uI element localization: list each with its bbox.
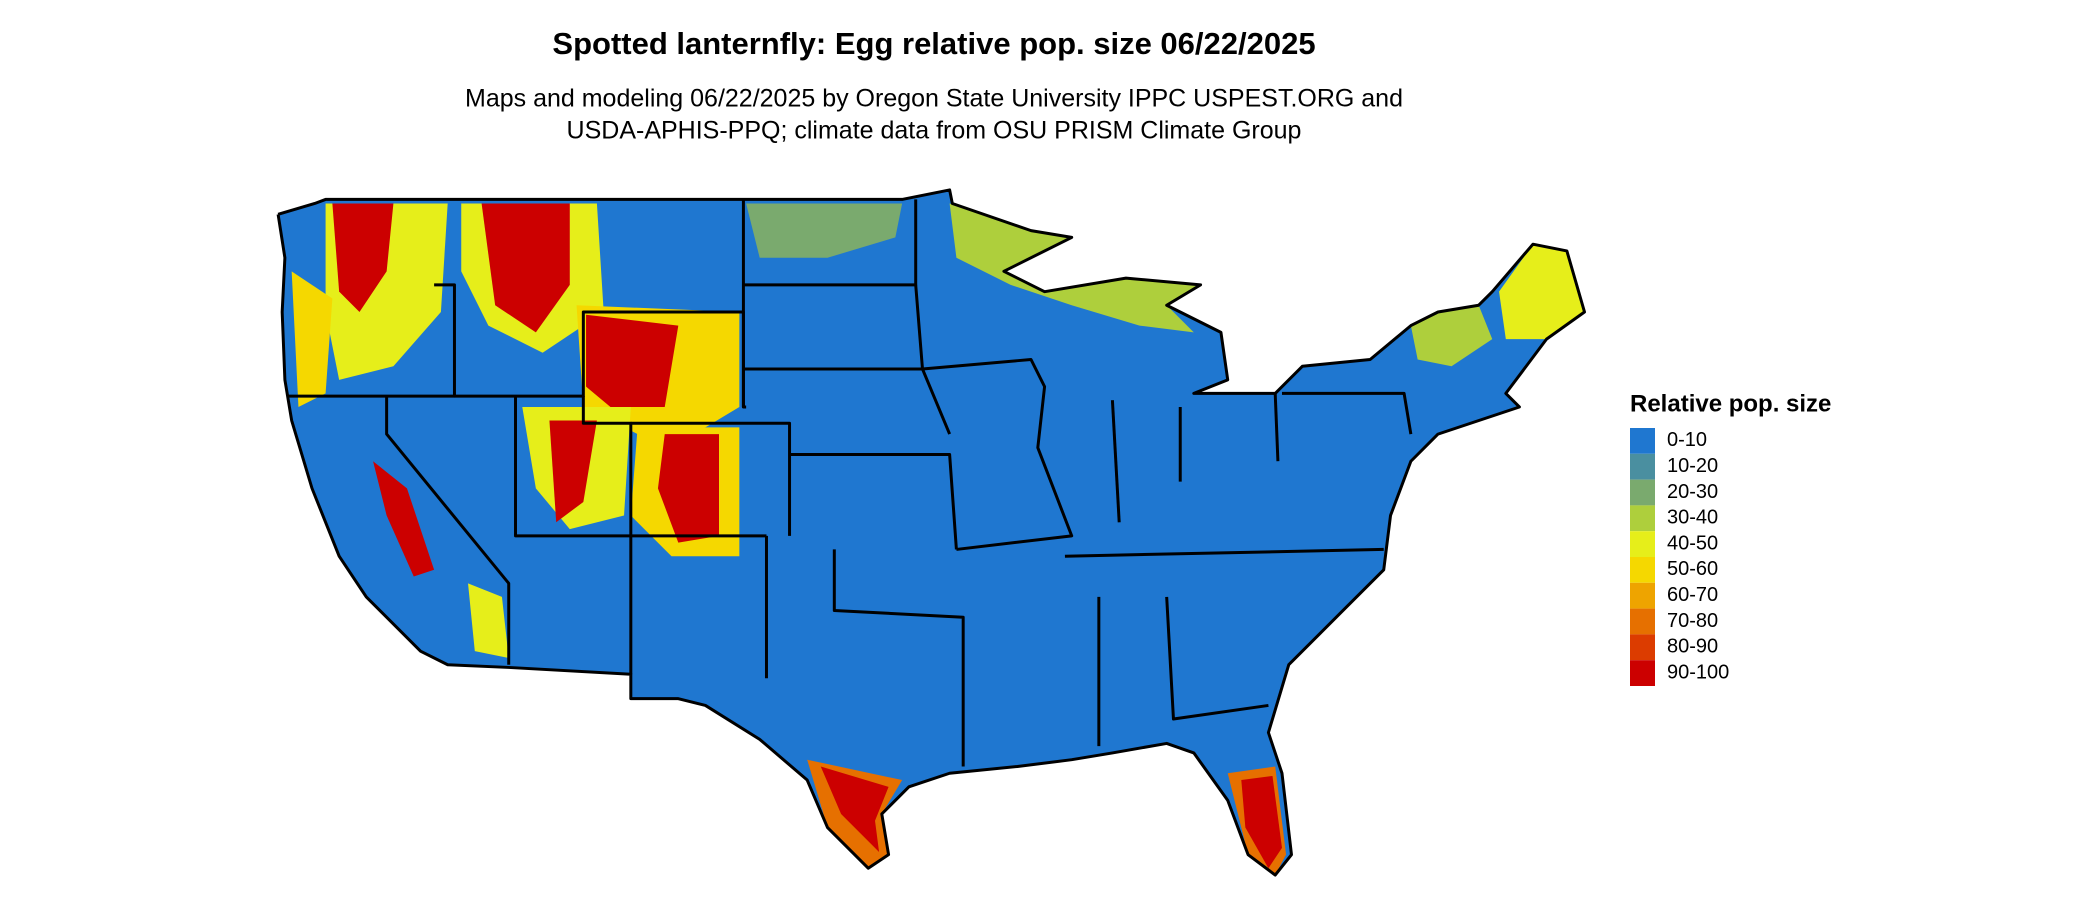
legend-swatch [1630, 505, 1655, 532]
legend-swatch [1630, 453, 1655, 480]
subtitle: Maps and modeling 06/22/2025 by Oregon S… [465, 85, 1403, 113]
legend-swatch [1630, 582, 1655, 609]
legend-swatch [1630, 531, 1655, 557]
us-map [276, 188, 1587, 877]
title: Spotted lanternfly: Egg relative pop. si… [552, 26, 1315, 61]
legend-swatch [1630, 557, 1655, 583]
legend-label: 40-50 [1667, 532, 1718, 554]
legend-label: 50-60 [1667, 558, 1718, 580]
subtitle: USDA-APHIS-PPQ; climate data from OSU PR… [567, 117, 1302, 145]
legend-swatch [1630, 428, 1655, 454]
legend-label: 70-80 [1667, 610, 1718, 632]
legend-swatch [1630, 479, 1655, 506]
state-borders [276, 188, 1587, 877]
legend-label: 90-100 [1667, 661, 1729, 683]
legend-label: 20-30 [1667, 481, 1718, 503]
legend-label: 10-20 [1667, 455, 1718, 477]
legend-label: 0-10 [1667, 429, 1707, 451]
legend-label: 80-90 [1667, 636, 1718, 658]
legend-label: 30-40 [1667, 507, 1718, 529]
high-risk-areas [291, 203, 1585, 876]
legend-swatch [1630, 608, 1655, 635]
legend-swatch [1630, 660, 1655, 686]
legend-title: Relative pop. size [1630, 390, 1831, 417]
legend: 0-10 10-20 20-30 30-40 40-50 50-60 60-70 70-80 8… [1630, 428, 1729, 686]
legend-swatch [1630, 634, 1655, 661]
legend-label: 60-70 [1667, 584, 1718, 606]
